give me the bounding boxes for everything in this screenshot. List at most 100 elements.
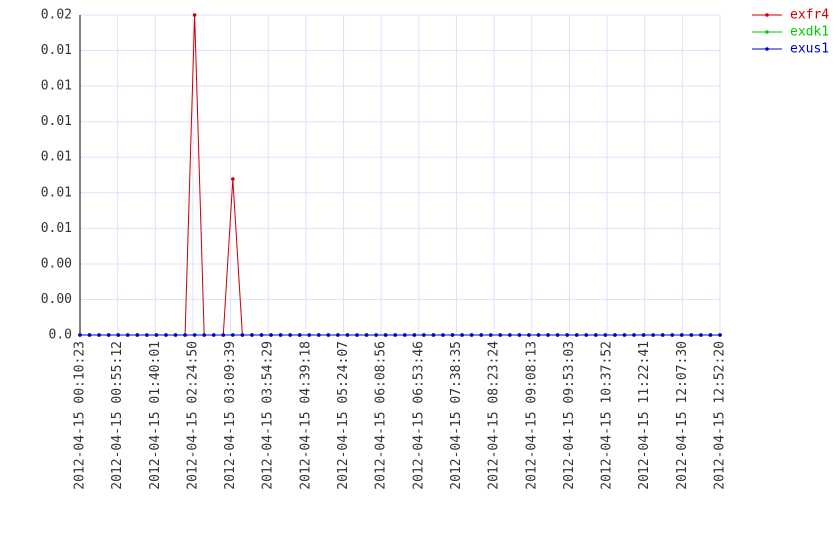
legend-marker [765, 13, 769, 17]
data-point [125, 333, 130, 337]
data-point [183, 333, 187, 337]
data-point [211, 333, 216, 337]
legend-label: exus1 [790, 42, 829, 57]
legend-marker [765, 47, 769, 51]
data-point [231, 333, 235, 337]
data-point [488, 333, 493, 337]
data-point [431, 333, 436, 337]
y-tick-label: 0.01 [41, 150, 72, 165]
data-point [622, 333, 627, 337]
data-point [527, 333, 531, 337]
data-point [135, 333, 140, 337]
data-point [364, 333, 369, 337]
y-tick-label: 0.01 [41, 79, 72, 94]
data-point [336, 333, 340, 337]
x-tick-label: 2012-04-15 03:54:29 [261, 341, 276, 490]
x-tick-label: 2012-04-15 08:23:24 [487, 341, 502, 490]
data-point [613, 333, 617, 337]
x-tick-label: 2012-04-15 06:08:56 [374, 341, 389, 490]
series-line [80, 14, 720, 336]
x-tick-label: 2012-04-15 04:39:18 [298, 341, 313, 490]
x-tick-label: 2012-04-15 09:53:03 [562, 341, 577, 490]
x-tick-label: 2012-04-15 02:24:50 [185, 341, 200, 490]
data-point [546, 333, 550, 337]
data-point [689, 333, 694, 337]
x-tick-label: 2012-04-15 12:52:20 [713, 341, 728, 490]
data-point [78, 333, 82, 337]
data-point [508, 333, 512, 337]
data-point [250, 333, 254, 337]
y-tick-label: 0.01 [41, 114, 72, 129]
data-point [584, 333, 589, 337]
data-point [651, 333, 655, 337]
x-tick-label: 2012-04-15 03:09:39 [223, 341, 238, 490]
x-tick-label: 2012-04-15 12:07:30 [675, 341, 690, 490]
y-tick-label: 0.02 [41, 8, 72, 23]
legend-marker [765, 30, 769, 34]
data-point [422, 333, 426, 337]
data-point [317, 333, 321, 337]
x-tick-label: 2012-04-15 09:08:13 [524, 341, 539, 490]
data-point [603, 333, 608, 337]
data-point [154, 333, 159, 337]
legend-label: exfr4 [790, 8, 829, 23]
data-point [536, 333, 541, 337]
data-point [173, 333, 178, 337]
data-point [469, 333, 474, 337]
data-point [574, 333, 579, 337]
x-tick-label: 2012-04-15 07:38:35 [449, 341, 464, 490]
data-point [269, 333, 273, 337]
data-point [699, 333, 703, 337]
data-point [278, 333, 283, 337]
data-point [116, 333, 121, 337]
data-point [145, 333, 149, 337]
x-tick-label: 2012-04-15 05:24:07 [336, 341, 351, 490]
data-point [412, 333, 417, 337]
data-point [221, 333, 226, 337]
data-point [192, 13, 197, 17]
y-tick-label: 0.01 [41, 221, 72, 236]
data-point [192, 333, 197, 337]
y-tick-label: 0.00 [41, 292, 72, 307]
data-point [460, 333, 464, 337]
data-point [288, 333, 292, 337]
data-point [402, 333, 407, 337]
data-point [708, 333, 713, 337]
data-point [641, 333, 646, 337]
data-point [297, 333, 302, 337]
data-point [326, 333, 331, 337]
data-point [355, 333, 359, 337]
data-point [307, 333, 312, 337]
data-point [240, 333, 245, 337]
data-point [679, 333, 684, 337]
y-tick-label: 0.01 [41, 43, 72, 58]
data-point [202, 333, 206, 337]
data-point [594, 333, 598, 337]
data-point [87, 333, 92, 337]
data-point [660, 333, 665, 337]
x-tick-label: 2012-04-15 01:40:01 [148, 341, 163, 490]
data-point [441, 333, 445, 337]
x-tick-label: 2012-04-15 06:53:46 [411, 341, 426, 490]
data-point [393, 333, 398, 337]
data-point [632, 333, 636, 337]
data-point [479, 333, 483, 337]
data-point [718, 333, 722, 337]
legend-label: exdk1 [790, 25, 829, 40]
data-point [450, 333, 455, 337]
data-point [231, 177, 235, 181]
data-point [259, 333, 264, 337]
x-tick-label: 2012-04-15 11:22:41 [637, 341, 652, 490]
y-tick-label: 0.0 [49, 328, 72, 343]
data-point [555, 333, 560, 337]
data-point [164, 333, 168, 337]
data-point [97, 333, 101, 337]
x-tick-label: 2012-04-15 00:55:12 [110, 341, 125, 490]
data-point [498, 333, 503, 337]
data-point [565, 333, 569, 337]
y-tick-label: 0.00 [41, 256, 72, 271]
x-tick-label: 2012-04-15 10:37:52 [600, 341, 615, 490]
y-tick-label: 0.01 [41, 185, 72, 200]
data-point [345, 333, 350, 337]
